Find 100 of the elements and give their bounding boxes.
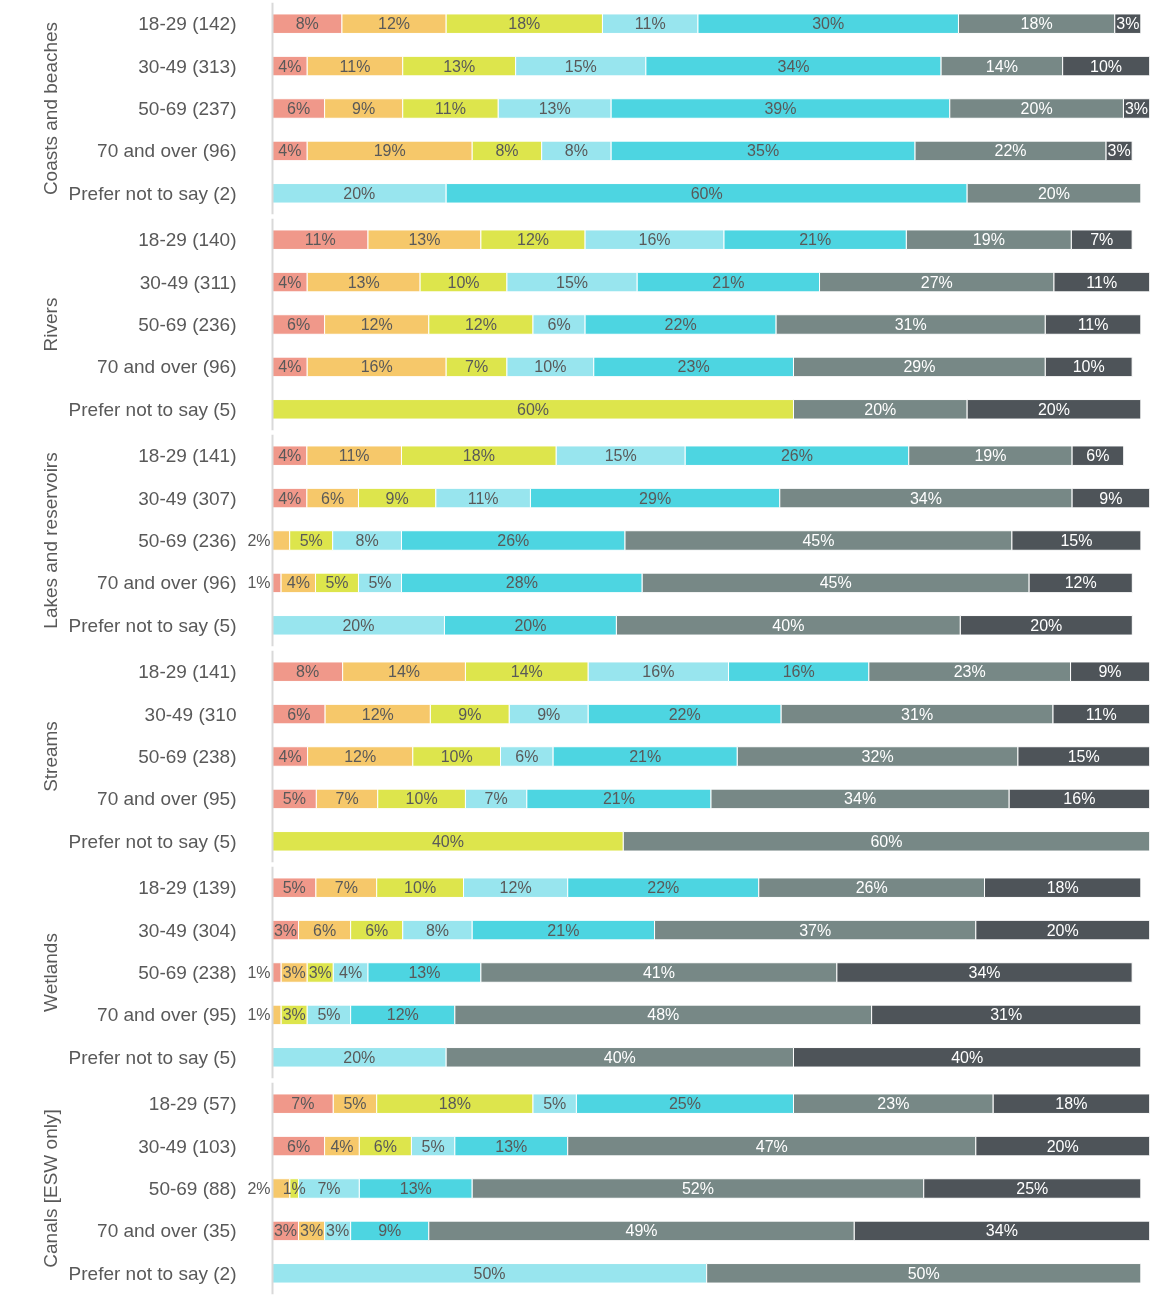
data-label: 10% — [405, 790, 438, 808]
data-label: 8% — [296, 663, 320, 681]
data-label: 21% — [799, 231, 832, 249]
data-label: 5% — [343, 1095, 367, 1113]
data-label: 11% — [339, 57, 371, 75]
y-tick-label: 18-29 (142) — [138, 13, 237, 35]
data-label: 16% — [1063, 790, 1096, 808]
data-label: 60% — [870, 832, 903, 850]
data-label: 2% — [247, 1180, 271, 1197]
data-label: 3% — [273, 921, 298, 939]
y-tick-label: 50-69 (237) — [138, 98, 237, 119]
data-label: 13% — [443, 57, 476, 75]
data-label: 10% — [404, 879, 437, 897]
data-label: 8% — [495, 142, 519, 160]
data-label: 13% — [495, 1137, 528, 1155]
y-tick-label: 70 and over (96) — [97, 356, 237, 378]
data-label: 23% — [877, 1095, 910, 1113]
data-label: 12% — [516, 231, 550, 249]
y-tick-label: Prefer not to say (5) — [68, 1046, 237, 1068]
data-label: 12% — [499, 879, 532, 897]
data-label: 22% — [994, 142, 1027, 160]
data-label: 20% — [1020, 100, 1053, 117]
data-label: 26% — [497, 532, 530, 549]
data-label: 8% — [564, 142, 588, 160]
data-label: 3% — [1107, 142, 1131, 160]
data-label: 20% — [1030, 616, 1063, 634]
data-label: 11% — [1085, 705, 1117, 723]
data-label: 3% — [282, 1006, 306, 1024]
data-label: 3% — [326, 1222, 350, 1240]
data-label: 26% — [780, 447, 813, 465]
data-label: 7% — [291, 1095, 315, 1113]
data-label: 34% — [909, 489, 942, 507]
data-label: 60% — [516, 400, 550, 418]
data-label: 6% — [313, 921, 337, 939]
data-label: 14% — [510, 663, 543, 681]
data-label: 20% — [343, 184, 376, 202]
data-label: 16% — [638, 231, 671, 249]
data-label: 1% — [247, 964, 271, 981]
y-tick-label: 50-69 (238) — [138, 746, 237, 767]
y-tick-label: 70 and over (95) — [97, 1004, 237, 1026]
data-label: 7% — [317, 1180, 341, 1197]
data-label: 34% — [844, 790, 877, 808]
data-label: 52% — [681, 1180, 714, 1197]
data-label: 5% — [282, 879, 306, 897]
data-label: 40% — [951, 1048, 984, 1066]
data-label: 34% — [777, 57, 810, 75]
data-label: 21% — [547, 921, 580, 939]
data-label: 5% — [282, 790, 306, 808]
data-label: 39% — [764, 100, 797, 117]
data-label: 1% — [247, 1006, 271, 1024]
data-label: 7% — [334, 879, 358, 897]
data-label: 6% — [286, 1137, 311, 1155]
data-label: 6% — [515, 748, 539, 765]
data-label: 31% — [894, 316, 927, 333]
data-label: 21% — [712, 273, 745, 291]
y-tick-label: 70 and over (35) — [97, 1220, 237, 1242]
data-label: 4% — [278, 748, 302, 765]
y-tick-label: Prefer not to say (5) — [68, 398, 237, 420]
data-label: 4% — [278, 142, 302, 160]
data-label: 45% — [819, 574, 852, 592]
data-label: 20% — [343, 1048, 376, 1066]
data-label: 20% — [1037, 184, 1070, 202]
data-label: 1% — [247, 574, 271, 592]
data-label: 12% — [360, 316, 393, 333]
y-tick-label: 50-69 (88) — [148, 1178, 237, 1199]
data-label: 29% — [639, 489, 672, 507]
data-label: 25% — [1016, 1180, 1049, 1197]
data-label: 13% — [408, 964, 441, 981]
y-tick-label: 30-49 (103) — [138, 1135, 237, 1157]
data-label: 12% — [464, 316, 497, 333]
data-label: 31% — [990, 1006, 1023, 1024]
y-tick-label: 50-69 (236) — [138, 530, 237, 551]
data-label: 9% — [378, 1222, 402, 1240]
data-label: 37% — [799, 921, 832, 939]
data-label: 4% — [278, 273, 302, 291]
data-label: 23% — [953, 663, 986, 681]
data-label: 6% — [286, 316, 311, 333]
data-label: 35% — [747, 142, 780, 160]
y-tick-label: 70 and over (95) — [97, 788, 237, 810]
data-label: 12% — [378, 15, 411, 33]
data-label: 4% — [278, 489, 302, 507]
text: Wetlands — [39, 933, 61, 1012]
y-tick-label: 18-29 (141) — [138, 445, 237, 467]
data-label: 30% — [812, 15, 845, 33]
data-label: 18% — [1055, 1095, 1088, 1113]
data-label: 3% — [1116, 15, 1140, 33]
text: Streams — [39, 721, 61, 792]
data-label: 8% — [295, 15, 319, 33]
data-label: 19% — [373, 142, 406, 160]
data-label: 12% — [361, 705, 394, 723]
y-tick-label: 30-49 (311) — [139, 271, 237, 293]
data-label: 26% — [855, 879, 888, 897]
y-tick-label: Prefer not to say (5) — [68, 614, 237, 636]
data-label: 11% — [467, 489, 499, 507]
data-label: 4% — [278, 57, 302, 75]
data-label: 15% — [564, 57, 597, 75]
data-label: 23% — [677, 358, 710, 376]
data-label: 11% — [1077, 316, 1109, 333]
data-label: 10% — [1090, 57, 1123, 75]
data-label: 12% — [386, 1006, 419, 1024]
